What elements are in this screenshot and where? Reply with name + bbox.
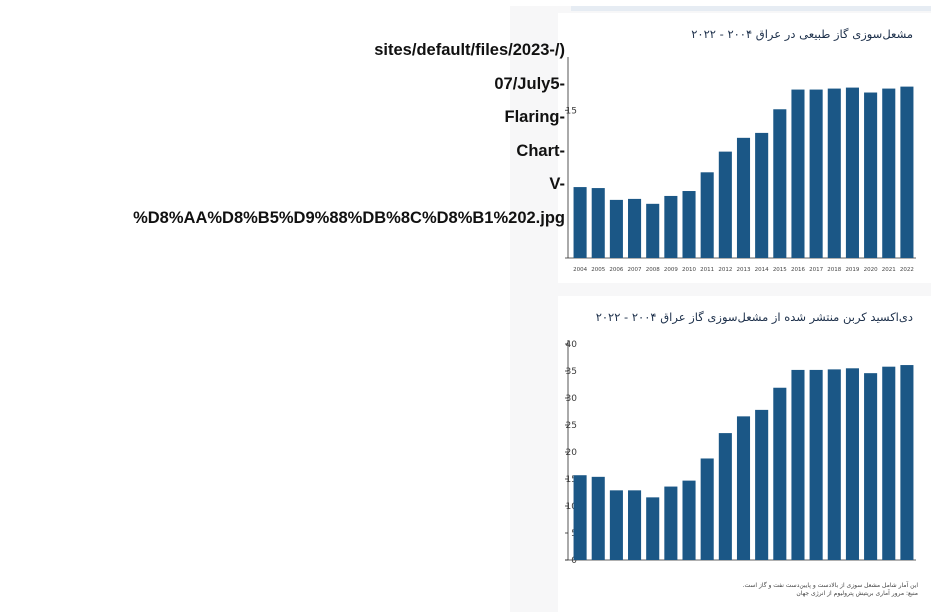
bar — [628, 198, 642, 258]
bar — [845, 87, 859, 258]
x-tick-label: 2020 — [864, 267, 878, 273]
bar — [591, 188, 605, 258]
bar — [664, 486, 678, 560]
bar — [864, 92, 878, 259]
bar — [773, 387, 787, 560]
co2-emissions-chart: 0510152025303540200420052006200720082009… — [547, 340, 916, 575]
bar — [609, 490, 623, 560]
x-tick-label: 2018 — [827, 267, 841, 273]
bar — [755, 132, 769, 258]
bar — [809, 369, 823, 560]
alt-text-line: Flaring- — [504, 108, 566, 126]
chart-title: مشعل‌سوزی گاز طبیعی در عراق ۲۰۰۴ - ۲۰۲۲ — [691, 27, 913, 41]
bar — [864, 373, 878, 560]
x-tick-label: 2022 — [900, 267, 914, 273]
x-tick-label: 2014 — [755, 267, 769, 273]
chart-title: دی‌اکسید کربن منتشر شده از مشعل‌سوزی گاز… — [595, 310, 914, 324]
x-tick-label: 2004 — [573, 267, 587, 273]
y-tick-label: 30 — [566, 394, 578, 404]
x-tick-label: 2010 — [682, 267, 696, 273]
alt-text-line: sites/default/files/2023-/) — [374, 41, 565, 59]
bar — [682, 480, 696, 560]
bar — [646, 497, 660, 560]
alt-text-line: %D8%AA%D8%B5%D9%88%DB%8C%D8%B1%202.jpg — [133, 208, 565, 227]
y-tick-label: 15 — [566, 475, 577, 485]
bar — [900, 86, 914, 258]
bar — [791, 89, 805, 258]
footnote-line: منبع: مرور آماری بریتیش پترولیوم از انرژ… — [796, 590, 918, 597]
y-tick-label: 20 — [566, 448, 578, 458]
bar — [718, 433, 732, 560]
x-tick-label: 2008 — [646, 267, 660, 273]
alt-text-line: Chart- — [516, 141, 565, 160]
bar — [628, 490, 642, 560]
bar — [718, 151, 732, 258]
x-tick-label: 2006 — [609, 267, 623, 273]
bar — [791, 369, 805, 560]
panel-top-bar — [571, 6, 931, 11]
bar — [736, 416, 751, 560]
bar — [773, 109, 787, 258]
co2-emissions-chart-card: دی‌اکسید کربن منتشر شده از مشعل‌سوزی گاز… — [547, 296, 931, 612]
bar — [664, 195, 678, 258]
gas-flaring-chart-card: مشعل‌سوزی گاز طبیعی در عراق ۲۰۰۴ - ۲۰۲۲ … — [547, 13, 931, 283]
y-tick-label: 40 — [566, 340, 578, 350]
x-tick-label: 2021 — [882, 267, 896, 273]
x-tick-label: 2015 — [773, 267, 787, 273]
y-tick-label: 0 — [571, 556, 577, 566]
bar — [900, 365, 914, 560]
bar — [682, 191, 696, 258]
bar — [755, 409, 769, 560]
y-tick-label: 35 — [566, 367, 577, 377]
y-tick-label: 25 — [566, 421, 577, 431]
y-tick-label: 15 — [566, 106, 577, 116]
bar — [809, 89, 823, 258]
alt-text-line: 07/July5- — [494, 74, 565, 93]
bar — [827, 88, 841, 258]
x-tick-label: 2007 — [628, 267, 642, 273]
broken-image-alt-text: sites/default/files/2023-/) 07/July5- Fl… — [5, 34, 565, 235]
x-tick-label: 2011 — [700, 267, 714, 273]
bar — [736, 137, 751, 258]
x-tick-label: 2017 — [809, 267, 823, 273]
bar — [609, 199, 623, 258]
bar — [882, 366, 896, 560]
x-tick-label: 2019 — [845, 267, 859, 273]
bar — [882, 88, 896, 258]
bar — [573, 187, 587, 258]
x-tick-label: 2012 — [718, 267, 732, 273]
bar — [573, 475, 587, 560]
bar — [827, 369, 841, 560]
x-tick-label: 2016 — [791, 267, 805, 273]
bar — [591, 476, 605, 560]
gas-flaring-chart: 15 2004 2005 2006 2007 2008 2009 2010 2011 2012 20… — [547, 57, 916, 273]
bar — [700, 172, 714, 258]
chart-footnote: این آمار شامل مشعل سوزی از بالادست و پای… — [690, 582, 918, 598]
x-tick-label: 2009 — [664, 267, 678, 273]
bar — [845, 368, 859, 560]
x-tick-label: 2005 — [591, 267, 605, 273]
bar — [700, 458, 714, 560]
footnote-line: این آمار شامل مشعل سوزی از بالادست و پای… — [742, 582, 918, 589]
alt-text-line: V- — [549, 175, 565, 193]
y-tick-label: 10 — [566, 502, 578, 512]
bar — [646, 203, 660, 258]
x-tick-label: 2013 — [737, 267, 751, 273]
